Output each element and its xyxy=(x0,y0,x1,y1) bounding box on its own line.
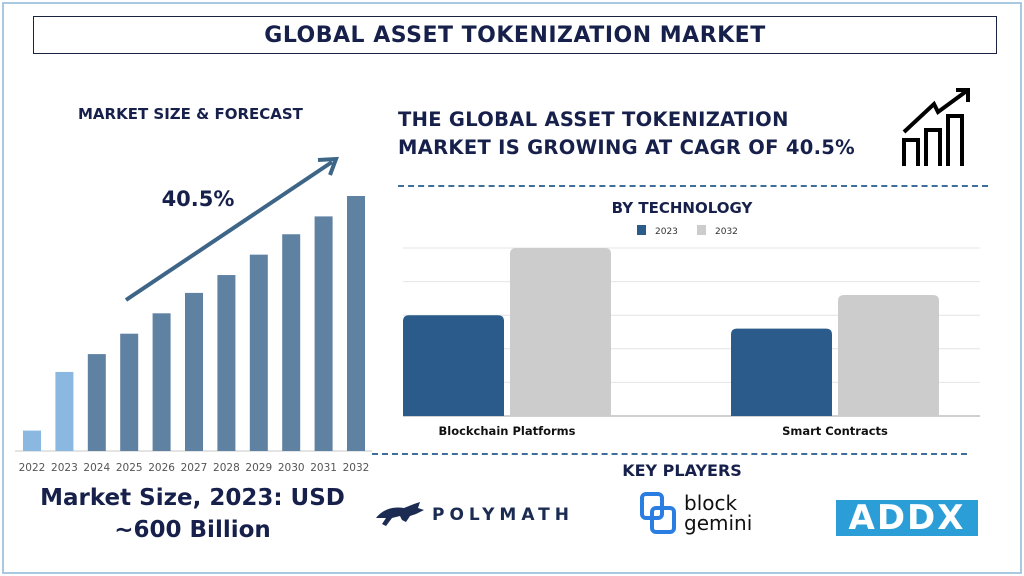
market-size-chart: 2022 2023 2024 2025 2026 2027 2028 2029 2030 2031… xyxy=(15,156,372,474)
growth-chart-icon xyxy=(902,88,970,166)
category-label: Smart Contracts xyxy=(782,424,888,438)
addx-logo: ADDX xyxy=(836,500,978,536)
tick-label-2025: 2025 xyxy=(116,462,143,474)
tick-label-2022: 2022 xyxy=(19,462,46,474)
tick-label-2028: 2028 xyxy=(213,462,240,474)
bar-2029 xyxy=(249,254,268,451)
key-players-title: KEY PLAYERS xyxy=(622,461,742,480)
block-gemini-text: block gemini xyxy=(684,493,752,533)
legend-label-2032: 2032 xyxy=(715,227,738,237)
block-gemini-line1: block xyxy=(684,491,738,515)
bar-2030 xyxy=(282,234,301,451)
headline: THE GLOBAL ASSET TOKENIZATION MARKET IS … xyxy=(398,106,855,162)
market-size-line2: ~600 Billion xyxy=(114,517,271,543)
bar-2027 xyxy=(185,292,203,451)
tick-label-2024: 2024 xyxy=(83,462,110,474)
tick-label-2029: 2029 xyxy=(245,462,272,474)
cagr-annotation: 40.5% xyxy=(162,187,235,211)
bar-blockchain-platforms-2023 xyxy=(403,315,504,416)
bar-2025 xyxy=(120,333,139,451)
tick-label-2030: 2030 xyxy=(278,462,305,474)
bull-icon xyxy=(376,502,424,526)
legend-swatch-2023 xyxy=(637,225,646,235)
polymath-text: POLYMATH xyxy=(432,505,574,525)
market-size-text: Market Size, 2023: USD ~600 Billion xyxy=(0,482,385,546)
block-gemini-icon xyxy=(640,492,676,534)
block-gemini-logo: block gemini xyxy=(640,492,752,534)
legend-label-2023: 2023 xyxy=(655,227,678,237)
bar-2031 xyxy=(314,216,333,451)
bar-2028 xyxy=(217,275,236,451)
bar-smart-contracts-2023 xyxy=(731,328,832,416)
headline-line1: THE GLOBAL ASSET TOKENIZATION xyxy=(398,108,789,131)
legend-swatch-2032 xyxy=(697,225,706,235)
bar-blockchain-platforms-2032 xyxy=(510,248,611,416)
bar-smart-contracts-2032 xyxy=(838,295,939,416)
chart-title: BY TECHNOLOGY xyxy=(612,199,754,217)
tick-label-2031: 2031 xyxy=(310,462,337,474)
tick-label-2026: 2026 xyxy=(148,462,175,474)
divider-top xyxy=(398,185,988,187)
headline-line2: MARKET IS GROWING AT CAGR OF 40.5% xyxy=(398,136,856,159)
market-size-title: MARKET SIZE & FORECAST xyxy=(78,105,303,123)
technology-chart: BY TECHNOLOGY 2023 2032 Blockchain Platform… xyxy=(403,199,980,438)
trend-arrowhead xyxy=(317,156,339,176)
header-title-box: GLOBAL ASSET TOKENIZATION MARKET xyxy=(33,16,997,54)
market-size-line1: Market Size, 2023: USD xyxy=(40,485,345,511)
polymath-logo: POLYMATH xyxy=(374,500,574,530)
tick-label-2023: 2023 xyxy=(51,462,78,474)
bar-2024 xyxy=(87,354,106,451)
bar-2023 xyxy=(55,371,74,451)
tick-label-2027: 2027 xyxy=(181,462,208,474)
block-gemini-line2: gemini xyxy=(684,511,753,535)
tick-label-2032: 2032 xyxy=(343,462,370,474)
bar-2022 xyxy=(23,430,41,451)
divider-bottom xyxy=(372,453,967,455)
category-label: Blockchain Platforms xyxy=(438,424,575,438)
bar-2026 xyxy=(152,313,171,451)
bar-2032 xyxy=(347,196,365,451)
trend-arrow xyxy=(124,160,334,302)
page-title: GLOBAL ASSET TOKENIZATION MARKET xyxy=(264,22,766,48)
